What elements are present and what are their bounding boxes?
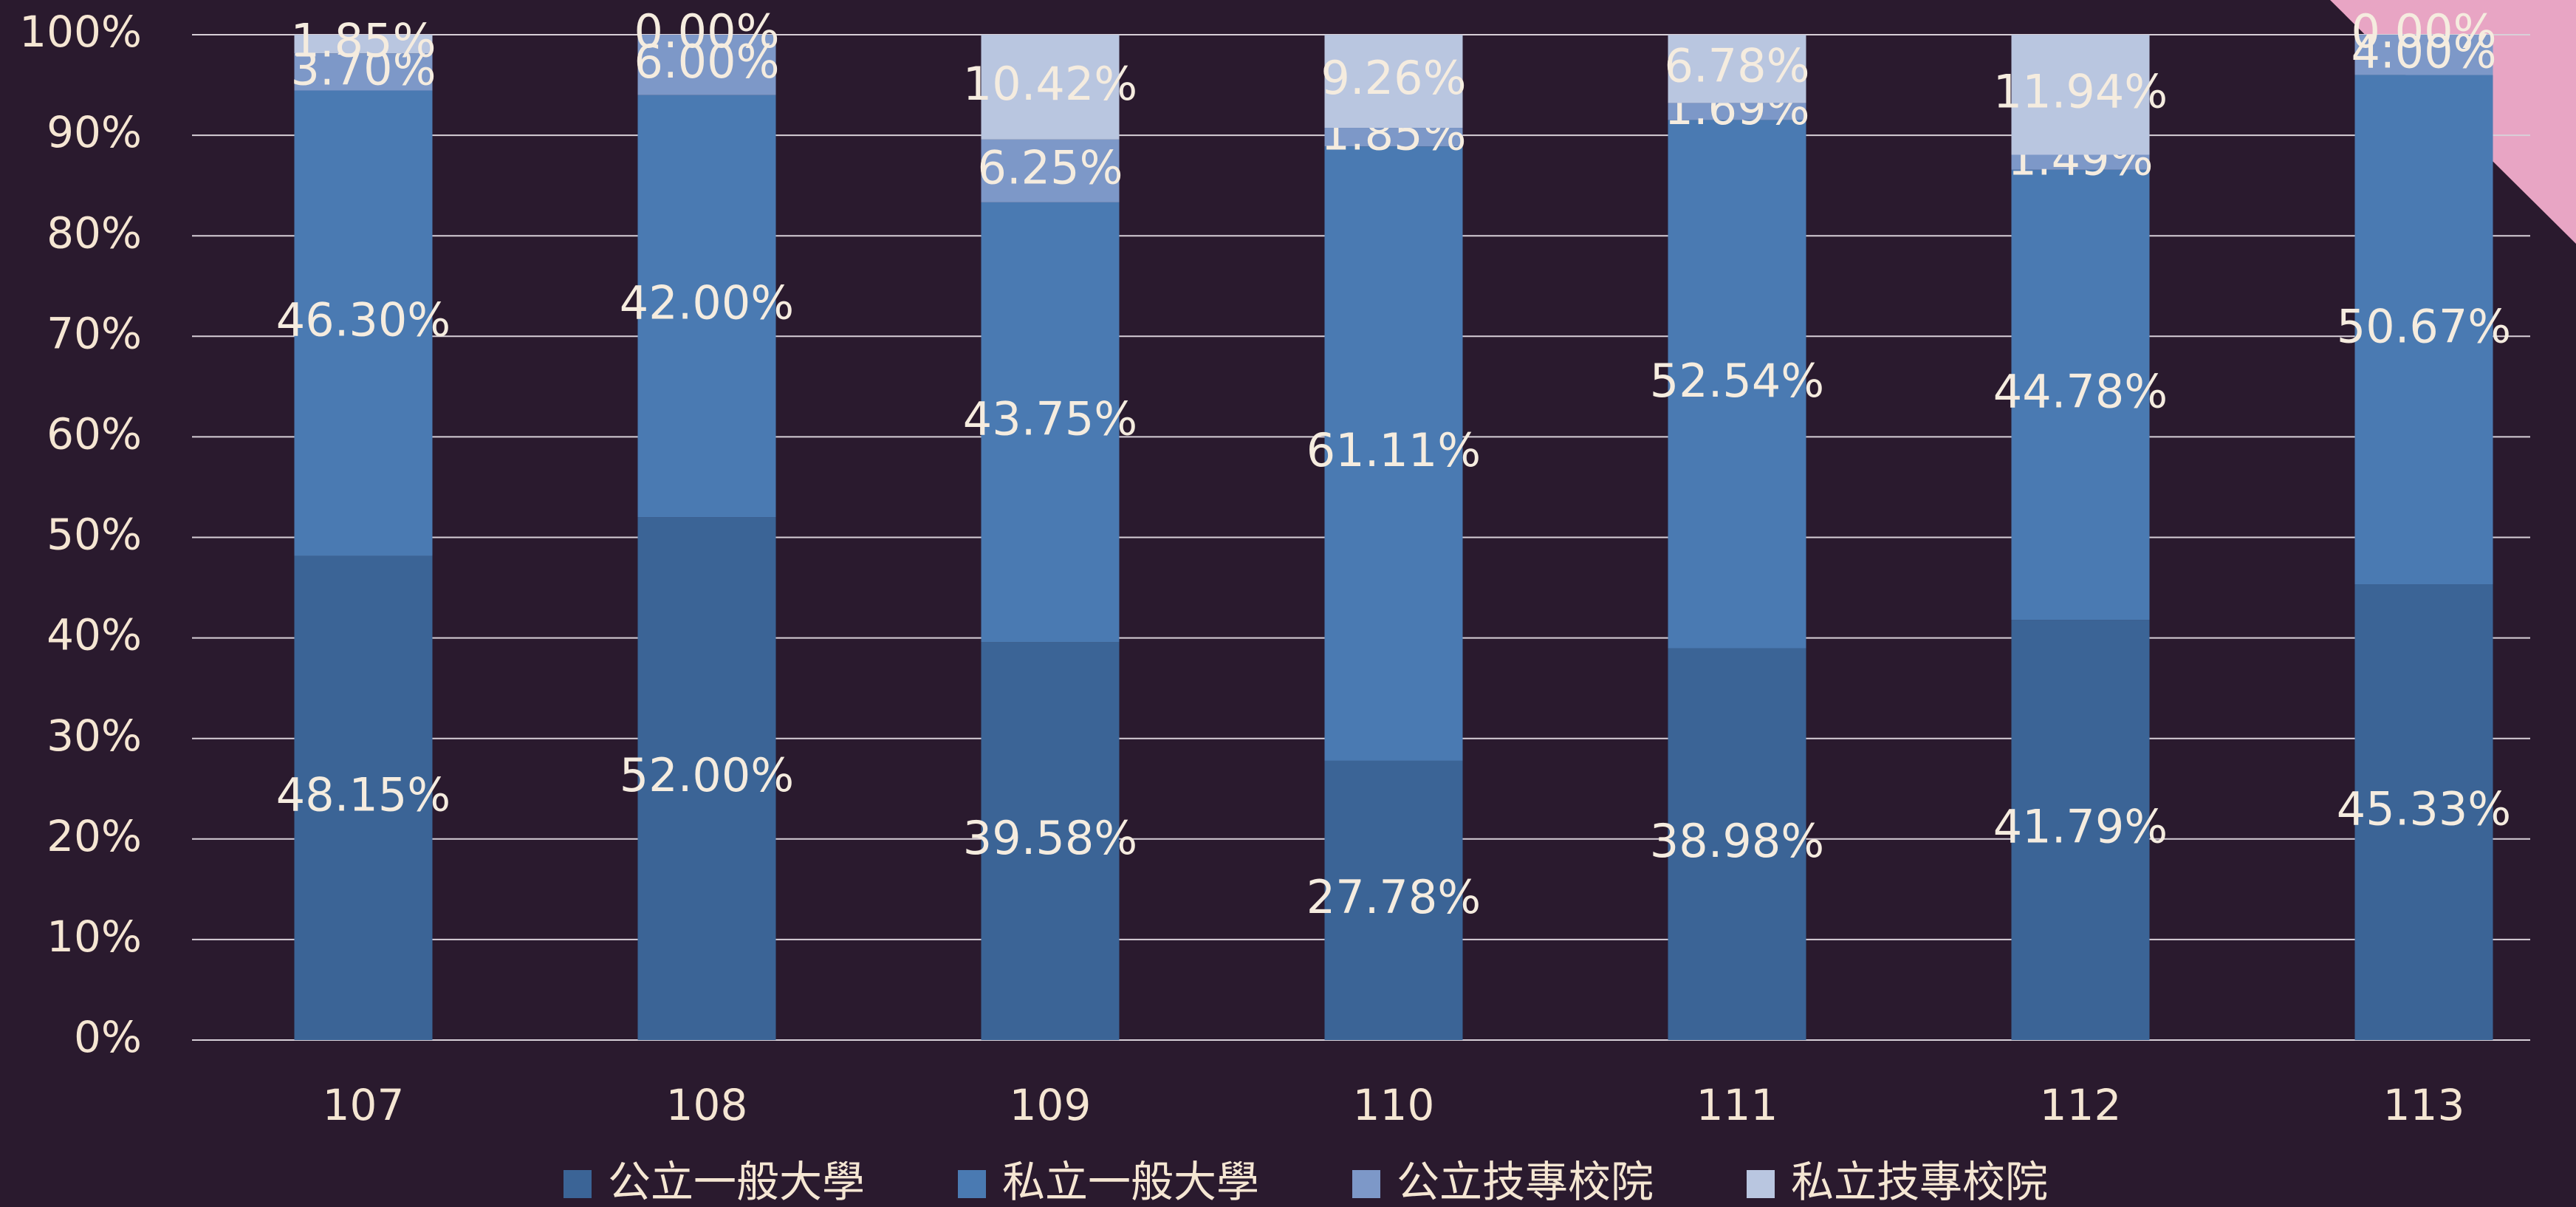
data-label: 0.00% (2351, 4, 2497, 58)
y-tick-label: 10% (47, 912, 142, 962)
bar-segment (2011, 620, 2150, 1040)
bar-segment (981, 35, 1120, 140)
data-label: 39.58% (963, 811, 1137, 865)
data-label: 45.33% (2337, 782, 2511, 836)
data-label: 6.00% (634, 35, 780, 89)
data-label: 42.00% (620, 276, 794, 330)
x-tick-label: 112 (2040, 1080, 2122, 1130)
y-tick-label: 100% (19, 7, 142, 57)
x-tick-label: 110 (1353, 1080, 1435, 1130)
data-label: 4.00% (2351, 24, 2497, 78)
data-label: 6.25% (978, 140, 1123, 194)
legend-label: 私立一般大學 (1002, 1157, 1259, 1207)
bar-segment (981, 202, 1120, 643)
data-label: 41.79% (1993, 800, 2168, 854)
data-label: 61.11% (1306, 423, 1481, 477)
bar-segment (637, 517, 776, 1040)
bar-segment (637, 35, 776, 95)
x-tick-label: 113 (2383, 1080, 2465, 1130)
y-tick-label: 50% (47, 510, 142, 560)
bar-segment (2011, 154, 2150, 170)
data-label: 52.54% (1650, 354, 1824, 408)
y-tick-label: 80% (47, 208, 142, 258)
legend-swatch (958, 1170, 986, 1198)
data-label: 1.85% (291, 14, 436, 68)
legend-swatch (1747, 1170, 1775, 1198)
data-label: 52.00% (620, 748, 794, 802)
bar-segment (2354, 75, 2493, 585)
bar-segment (294, 555, 433, 1040)
data-label: 46.30% (276, 293, 451, 347)
legend-label: 公立技專校院 (1397, 1157, 1654, 1207)
data-label: 44.78% (1993, 365, 2168, 419)
bar-segment (1324, 146, 1463, 761)
bar-segment (1668, 103, 1806, 120)
x-tick-label: 111 (1696, 1080, 1778, 1130)
data-label: 11.94% (1993, 64, 2168, 118)
y-tick-label: 20% (47, 811, 142, 861)
data-label: 50.67% (2337, 299, 2511, 353)
x-tick-label: 109 (1010, 1080, 1092, 1130)
bar-segment (2354, 35, 2493, 75)
bar-segment (981, 642, 1120, 1040)
bar-segment (1324, 128, 1463, 147)
y-tick-label: 40% (47, 610, 142, 660)
bar-segment (637, 95, 776, 518)
legend-label: 公立一般大學 (608, 1157, 865, 1207)
data-label: 43.75% (963, 392, 1137, 446)
x-tick-label: 107 (323, 1080, 405, 1130)
bar-segment (1324, 35, 1463, 129)
data-label: 48.15% (276, 767, 451, 821)
legend-swatch (564, 1170, 592, 1198)
y-tick-label: 60% (47, 409, 142, 459)
data-label: 27.78% (1306, 870, 1481, 924)
bar-segment (1668, 35, 1806, 103)
bar-segment (981, 139, 1120, 202)
bar-segment (1668, 648, 1806, 1040)
y-tick-label: 70% (47, 308, 142, 358)
data-label: 9.26% (1321, 51, 1467, 105)
x-tick-label: 108 (666, 1080, 748, 1130)
bar-segment (2354, 584, 2493, 1040)
data-label: 6.78% (1665, 38, 1810, 92)
bar-segment (294, 53, 433, 91)
bar-segment (2011, 169, 2150, 620)
data-label: 10.42% (963, 57, 1137, 111)
legend-label: 私立技專校院 (1791, 1157, 2048, 1207)
bar-segment (294, 35, 433, 54)
data-label: 0.00% (634, 4, 780, 58)
bar-segment (1324, 760, 1463, 1040)
legend-swatch (1352, 1170, 1380, 1198)
data-label: 38.98% (1650, 814, 1824, 868)
bar-segment (294, 90, 433, 556)
y-tick-label: 30% (47, 711, 142, 761)
bar-segment (2011, 35, 2150, 155)
y-tick-label: 90% (47, 107, 142, 157)
bar-segment (1668, 120, 1806, 649)
y-tick-label: 0% (74, 1012, 142, 1062)
